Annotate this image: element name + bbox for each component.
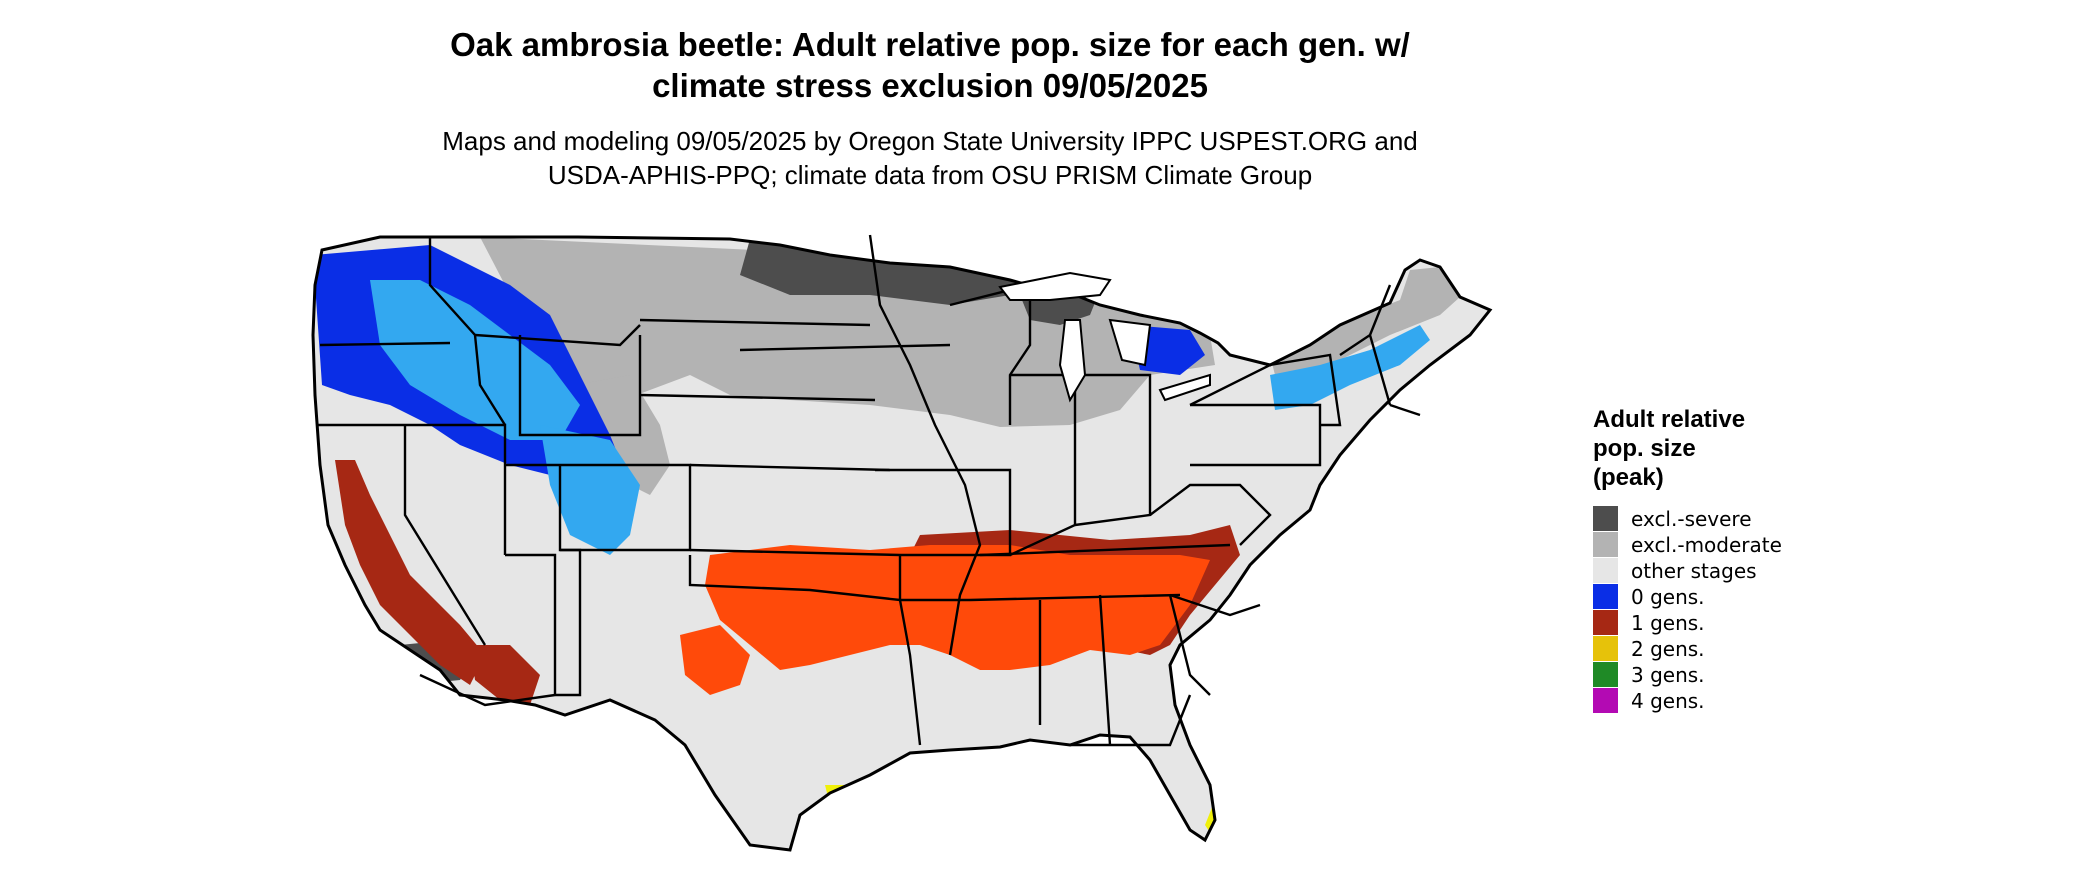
border-ne-ks: [689, 463, 891, 472]
legend-swatch-excl-moderate: [1593, 532, 1618, 557]
border-ca-nv: [403, 425, 487, 646]
legend-swatch-other-stages: [1593, 558, 1618, 583]
lake-michigan: [1058, 319, 1087, 403]
legend-swatch-4-gens: [1593, 688, 1618, 713]
border-va-wv: [1149, 483, 1272, 546]
legend-swatch-2-gens: [1593, 636, 1618, 661]
lake-superior: [998, 271, 1112, 301]
border-ms-al-ga: [1038, 594, 1211, 746]
legend-label-1-gens: 1 gens.: [1631, 611, 1705, 635]
map-subtitle-line-2: USDA-APHIS-PPQ; climate data from OSU PR…: [547, 160, 1313, 190]
border-ne-states: [1339, 284, 1421, 417]
legend-item-4-gens: 4 gens.: [1593, 688, 2013, 714]
border-wy: [518, 335, 642, 437]
legend-item-0-gens: 0 gens.: [1593, 584, 2013, 610]
legend-title-line-1: Adult relative: [1593, 406, 1746, 433]
border-mt-wy: [474, 324, 641, 347]
border-ny: [1189, 353, 1342, 427]
border-pa: [1190, 403, 1322, 467]
map-title-line-2: climate stress exclusion 09/05/2025: [652, 67, 1208, 104]
map-fill-layer: [313, 237, 1490, 850]
border-sd-ne: [639, 393, 876, 402]
map-title-line-1: Oak ambrosia beetle: Adult relative pop.…: [450, 26, 1410, 63]
map-subtitle-line-1: Maps and modeling 09/05/2025 by Oregon S…: [442, 126, 1418, 156]
legend-swatch-3-gens: [1593, 662, 1618, 687]
border-tn-south: [969, 593, 1181, 602]
region-excl-moderate-northeast: [1270, 267, 1460, 375]
legend: Adult relative pop. size (peak) excl.-se…: [1593, 405, 2013, 714]
legend-label-2-gens: 2 gens.: [1631, 637, 1705, 661]
legend-label-3-gens: 3 gens.: [1631, 663, 1705, 687]
border-wa-or: [319, 341, 451, 347]
region-1-gens-texas-west: [680, 625, 750, 695]
legend-swatch-0-gens: [1593, 584, 1618, 609]
legend-label-0-gens: 0 gens.: [1631, 585, 1705, 609]
border-tx-la: [898, 599, 922, 746]
region-2-gens-texas: [825, 785, 885, 850]
legend-label-other-stages: other stages: [1631, 559, 1757, 583]
legend-swatch-excl-severe: [1593, 506, 1618, 531]
legend-label-excl-moderate: excl.-moderate: [1631, 533, 1782, 557]
legend-item-other-stages: other stages: [1593, 558, 2013, 584]
border-ky-tn: [979, 543, 1231, 557]
legend-title-line-2: pop. size: [1593, 435, 1696, 462]
map-subtitle: Maps and modeling 09/05/2025 by Oregon S…: [340, 124, 1520, 192]
legend-item-excl-severe: excl.-severe: [1593, 506, 2013, 532]
region-0-gens-newengland: [1270, 325, 1430, 410]
border-nm-tx: [555, 548, 582, 697]
legend-title-line-3: (peak): [1593, 464, 1664, 491]
border-ms-river: [868, 234, 982, 656]
border-ks-ok: [689, 548, 901, 557]
border-az-mx: [419, 673, 556, 707]
border-nc-sc: [1169, 593, 1261, 617]
legend-label-excl-severe: excl.-severe: [1631, 507, 1752, 531]
legend-item-1-gens: 1 gens.: [1593, 610, 2013, 636]
lake-huron: [1108, 318, 1152, 367]
state-borders: [318, 234, 1421, 747]
border-in-oh: [1074, 373, 1152, 527]
us-map: [311, 234, 1492, 852]
border-gulf-fl: [1070, 694, 1192, 747]
legend-item-2-gens: 2 gens.: [1593, 636, 2013, 662]
legend-label-4-gens: 4 gens.: [1631, 689, 1705, 713]
legend-swatch-1-gens: [1593, 610, 1618, 635]
region-0-gens-west-light: [370, 280, 580, 440]
border-il-in: [1009, 373, 1077, 557]
border-ok-tx: [688, 555, 902, 602]
region-1-gens-california: [335, 460, 485, 685]
legend-item-excl-moderate: excl.-moderate: [1593, 532, 2013, 558]
legend-title: Adult relative pop. size (peak): [1593, 405, 2013, 492]
region-0-gens-colorado: [540, 425, 640, 555]
border-az-nm: [505, 553, 557, 695]
border-nd-sd: [639, 318, 871, 327]
great-lakes: [998, 271, 1211, 403]
border-mn-ia: [739, 343, 951, 352]
map-title: Oak ambrosia beetle: Adult relative pop.…: [340, 24, 1520, 106]
border-mo: [875, 468, 1012, 557]
region-1-gens-arizona: [470, 645, 540, 705]
legend-item-3-gens: 3 gens.: [1593, 662, 2013, 688]
lake-erie: [1158, 373, 1211, 402]
